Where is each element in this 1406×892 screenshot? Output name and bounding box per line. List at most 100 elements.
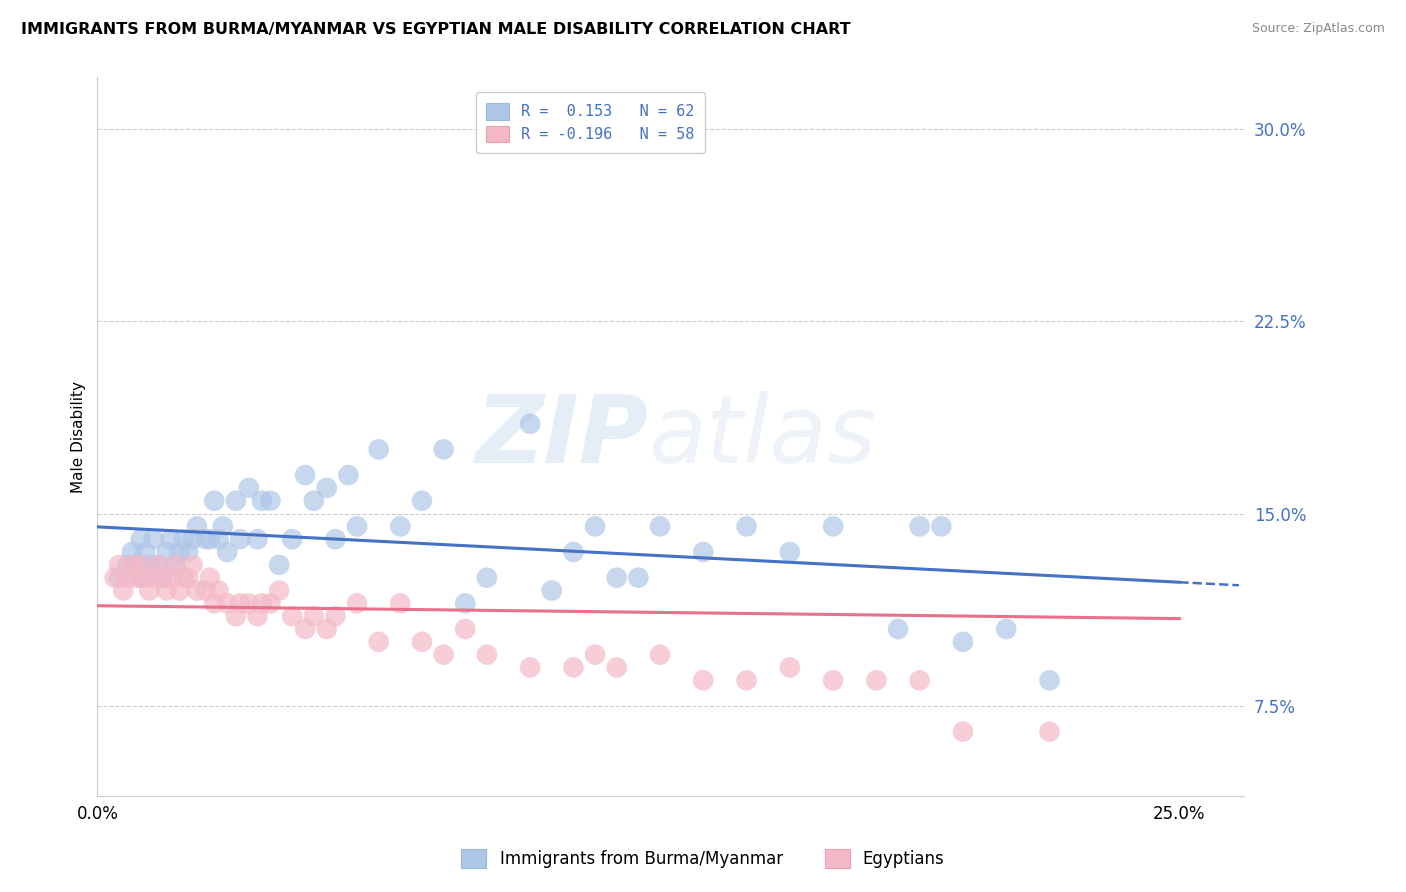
Point — [519, 417, 541, 431]
Point — [389, 519, 412, 533]
Point — [173, 533, 195, 547]
Point — [125, 571, 148, 585]
Point — [146, 558, 169, 572]
Point — [225, 493, 247, 508]
Point — [212, 519, 235, 533]
Point — [627, 571, 650, 585]
Point — [952, 724, 974, 739]
Point — [146, 558, 169, 572]
Point — [952, 635, 974, 649]
Point — [325, 533, 347, 547]
Point — [315, 622, 337, 636]
Point — [540, 583, 562, 598]
Point — [475, 571, 498, 585]
Point — [246, 609, 269, 624]
Point — [908, 519, 931, 533]
Point — [207, 583, 229, 598]
Point — [315, 481, 337, 495]
Point — [117, 558, 139, 572]
Point — [165, 558, 187, 572]
Point — [246, 533, 269, 547]
Point — [454, 596, 477, 610]
Point — [294, 622, 316, 636]
Point — [181, 558, 204, 572]
Point — [281, 609, 304, 624]
Point — [325, 609, 347, 624]
Point — [367, 635, 389, 649]
Point — [217, 545, 239, 559]
Point — [475, 648, 498, 662]
Point — [150, 571, 173, 585]
Point — [908, 673, 931, 688]
Point — [259, 596, 281, 610]
Point — [823, 519, 845, 533]
Point — [995, 622, 1018, 636]
Point — [779, 660, 801, 674]
Point — [1038, 673, 1060, 688]
Point — [337, 468, 360, 483]
Point — [367, 442, 389, 457]
Point — [169, 545, 191, 559]
Point — [562, 545, 585, 559]
Point — [225, 609, 247, 624]
Point — [186, 519, 208, 533]
Point — [250, 596, 273, 610]
Point — [648, 648, 671, 662]
Point — [346, 596, 368, 610]
Point — [823, 673, 845, 688]
Point — [207, 533, 229, 547]
Point — [202, 596, 225, 610]
Point — [129, 533, 152, 547]
Point — [150, 571, 173, 585]
Point — [454, 622, 477, 636]
Point — [160, 571, 183, 585]
Point — [648, 519, 671, 533]
Point — [217, 596, 239, 610]
Point — [134, 545, 156, 559]
Point — [433, 648, 456, 662]
Point — [346, 519, 368, 533]
Legend: Immigrants from Burma/Myanmar, Egyptians: Immigrants from Burma/Myanmar, Egyptians — [454, 843, 952, 875]
Point — [562, 660, 585, 674]
Point — [173, 571, 195, 585]
Point — [177, 571, 200, 585]
Point — [198, 533, 221, 547]
Text: Source: ZipAtlas.com: Source: ZipAtlas.com — [1251, 22, 1385, 36]
Point — [194, 533, 217, 547]
Point — [186, 583, 208, 598]
Text: IMMIGRANTS FROM BURMA/MYANMAR VS EGYPTIAN MALE DISABILITY CORRELATION CHART: IMMIGRANTS FROM BURMA/MYANMAR VS EGYPTIA… — [21, 22, 851, 37]
Point — [142, 571, 165, 585]
Point — [238, 481, 260, 495]
Point — [606, 660, 628, 674]
Point — [433, 442, 456, 457]
Point — [160, 533, 183, 547]
Point — [735, 673, 758, 688]
Point — [269, 558, 291, 572]
Point — [302, 609, 325, 624]
Point — [887, 622, 910, 636]
Text: atlas: atlas — [648, 391, 876, 482]
Point — [194, 583, 217, 598]
Point — [169, 583, 191, 598]
Point — [121, 558, 143, 572]
Point — [519, 660, 541, 674]
Point — [779, 545, 801, 559]
Text: ZIP: ZIP — [475, 391, 648, 483]
Point — [104, 571, 127, 585]
Point — [138, 583, 160, 598]
Point — [259, 493, 281, 508]
Point — [302, 493, 325, 508]
Point — [389, 596, 412, 610]
Point — [129, 571, 152, 585]
Point — [606, 571, 628, 585]
Point — [411, 635, 433, 649]
Point — [198, 571, 221, 585]
Point — [583, 519, 606, 533]
Point — [112, 583, 135, 598]
Point — [1038, 724, 1060, 739]
Point — [269, 583, 291, 598]
Point — [155, 583, 177, 598]
Point — [250, 493, 273, 508]
Point — [155, 545, 177, 559]
Point — [229, 533, 252, 547]
